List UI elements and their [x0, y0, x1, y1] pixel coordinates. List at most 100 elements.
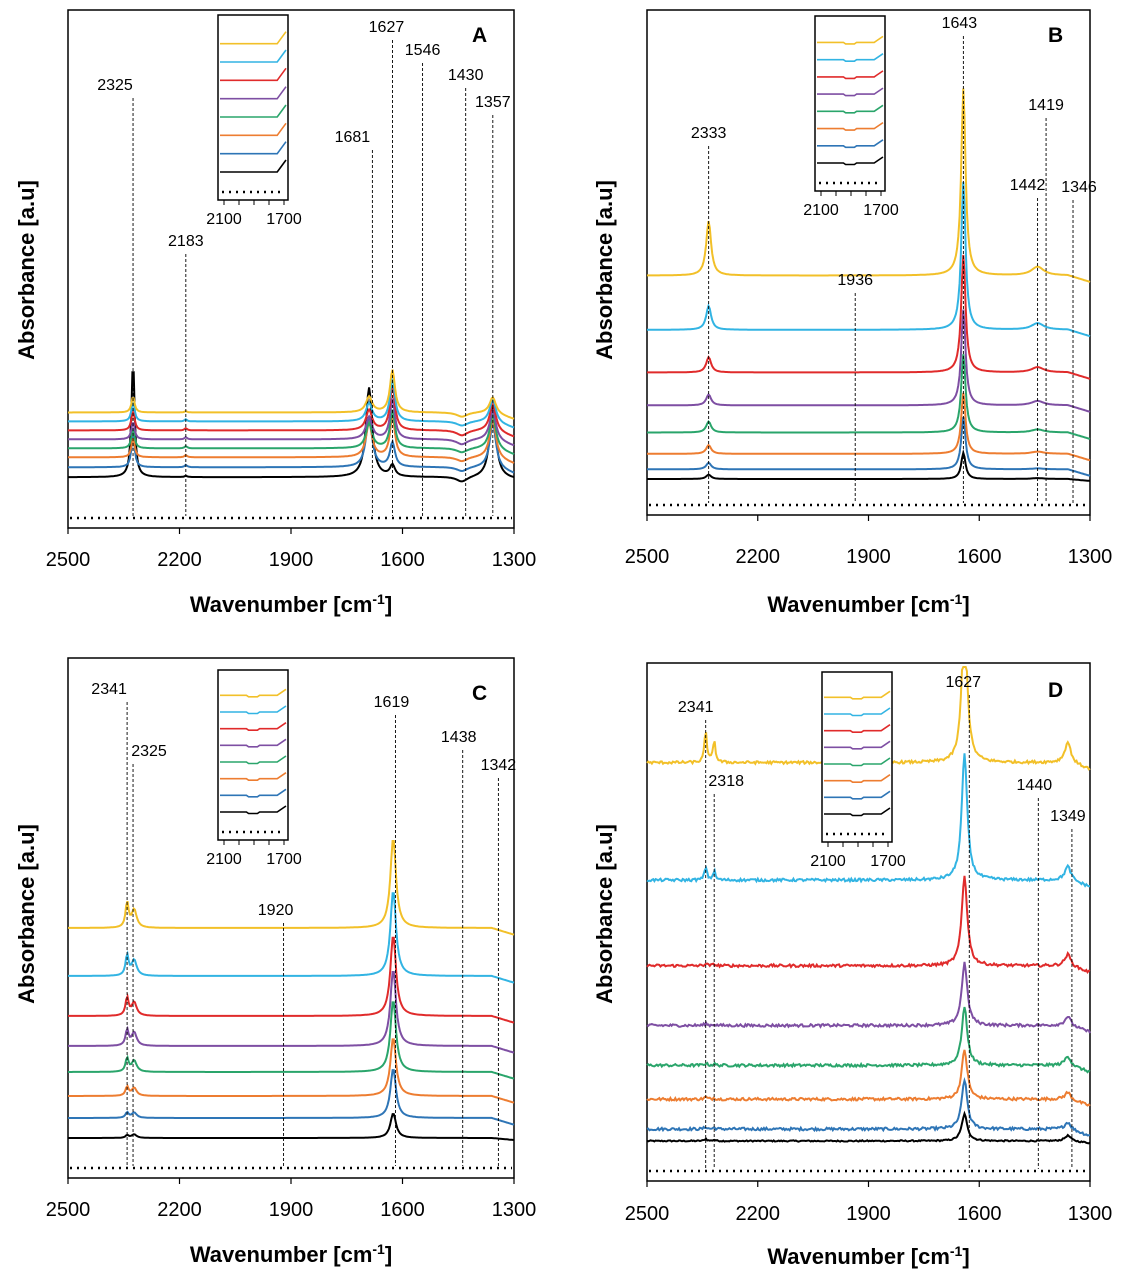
peak-label: 2341 — [91, 681, 127, 698]
inset: 2100 1700 — [206, 14, 302, 228]
x-tick-label: 2500 — [625, 546, 670, 568]
peak-label: 1920 — [258, 902, 294, 919]
spectrum-series-5 — [647, 309, 1091, 413]
spectrum-series-8 — [68, 369, 515, 420]
spectrum-series-2 — [647, 416, 1091, 477]
spectrum-series-2 — [68, 417, 515, 474]
inset-series-8 — [824, 690, 891, 700]
x-tick-label: 2200 — [157, 1199, 202, 1221]
inset-series-3 — [824, 774, 891, 783]
inset-series-3 — [817, 121, 884, 131]
spectrum-series-7 — [647, 181, 1091, 338]
peak-label: 2333 — [691, 125, 727, 142]
x-tick-label: 1300 — [1068, 1203, 1113, 1225]
spectrum-series-7 — [68, 892, 515, 984]
peak-label: 1438 — [441, 729, 477, 746]
inset-series-7 — [220, 705, 287, 715]
panel-letter: A — [472, 24, 487, 47]
peak-label: 1419 — [1028, 97, 1064, 114]
panel-letter: B — [1048, 24, 1063, 47]
x-tick-label: 2500 — [46, 549, 91, 571]
inset-series-7 — [817, 53, 884, 62]
y-axis-title: Absorbance [a.u] — [592, 180, 617, 360]
inset-series-2 — [220, 788, 287, 798]
spectrum-series-7 — [646, 753, 1090, 888]
x-tick-label: 1900 — [269, 1199, 314, 1221]
inset-series-1 — [817, 156, 884, 166]
inset-series-5 — [817, 87, 884, 97]
panel-d: 2500 2200 1900 1600 1300 Wavenumber [cm-1] Abs… — [592, 662, 1113, 1269]
x-axis-title: Wavenumber [cm-1] — [190, 1241, 392, 1267]
x-tick-label: 1900 — [846, 1203, 891, 1225]
inset-series-4 — [824, 757, 891, 767]
inset-tick-label: 1700 — [266, 211, 302, 228]
spectrum-series-3 — [68, 415, 515, 464]
peak-label: 1349 — [1050, 808, 1086, 825]
spectrum-series-6 — [646, 875, 1091, 974]
peak-label: 1627 — [945, 674, 981, 691]
x-axis-title: Wavenumber [cm-1] — [767, 591, 969, 617]
y-axis-title: Absorbance [a.u] — [592, 824, 617, 1004]
x-tick-label: 1300 — [492, 549, 537, 571]
x-tick-label: 2500 — [46, 1199, 91, 1221]
inset-series-3 — [220, 122, 287, 137]
inset-series-6 — [220, 67, 287, 82]
inset-series-2 — [817, 139, 884, 149]
x-tick-label: 1600 — [380, 1199, 425, 1221]
inset-frame — [814, 15, 886, 192]
spectrum-series-7 — [68, 378, 515, 429]
spectrum-series-4 — [646, 1006, 1091, 1074]
spectrum-series-2 — [68, 1069, 515, 1126]
inset-tick-label: 1700 — [266, 851, 302, 868]
spectrum-series-5 — [68, 971, 515, 1054]
inset-tick-label: 1700 — [863, 202, 899, 219]
inset-series-4 — [220, 755, 287, 765]
peak-label: 2325 — [131, 743, 167, 760]
peak-label: 1342 — [481, 757, 517, 774]
peak-label: 2318 — [708, 773, 744, 790]
x-tick-label: 1300 — [1068, 546, 1113, 568]
inset-frame — [217, 14, 289, 201]
spectrum-series-4 — [68, 1001, 515, 1080]
inset: 2100 1700 — [803, 15, 899, 219]
inset-series-2 — [824, 790, 891, 800]
inset-series-4 — [817, 104, 884, 114]
x-tick-label: 1600 — [957, 546, 1002, 568]
spectrum-series-6 — [68, 936, 515, 1024]
inset-series-8 — [220, 31, 287, 45]
inset-tick-label: 2100 — [810, 853, 846, 870]
inset-series-5 — [220, 738, 287, 748]
spectrum-series-8 — [647, 88, 1091, 283]
peak-label: 1440 — [1017, 777, 1053, 794]
peak-label: 1619 — [374, 694, 410, 711]
inset-series-5 — [220, 86, 287, 100]
spectrum-series-3 — [646, 1049, 1091, 1107]
spectrum-series-5 — [68, 398, 515, 447]
peak-label: 1357 — [475, 94, 511, 111]
spectrum-series-8 — [68, 840, 515, 936]
spectrum-series-6 — [68, 384, 515, 438]
peak-label: 1643 — [942, 15, 978, 32]
panel-b: 2500 2200 1900 1600 1300 Wavenumber [cm-1] Abs… — [592, 9, 1113, 617]
inset: 2100 1700 — [206, 669, 302, 868]
inset-tick-label: 2100 — [206, 211, 242, 228]
spectrum-series-3 — [68, 1038, 515, 1104]
spectrum-series-2 — [646, 1077, 1091, 1137]
spectrum-series-4 — [68, 409, 515, 456]
x-tick-label: 2200 — [736, 546, 781, 568]
inset-series-1 — [220, 159, 287, 173]
y-axis-title: Absorbance [a.u] — [14, 824, 39, 1004]
x-tick-label: 1300 — [492, 1199, 537, 1221]
inset-series-4 — [220, 104, 287, 118]
inset-series-1 — [824, 807, 891, 817]
inset: 2100 1700 — [810, 671, 906, 870]
peak-label: 1936 — [837, 272, 873, 289]
spectrum-series-3 — [647, 392, 1091, 462]
inset-series-1 — [220, 805, 287, 815]
inset-tick-label: 2100 — [803, 202, 839, 219]
inset-tick-label: 2100 — [206, 851, 242, 868]
inset-series-2 — [220, 141, 287, 155]
spectrum-series-1 — [646, 1110, 1091, 1145]
x-tick-label: 1600 — [380, 549, 425, 571]
